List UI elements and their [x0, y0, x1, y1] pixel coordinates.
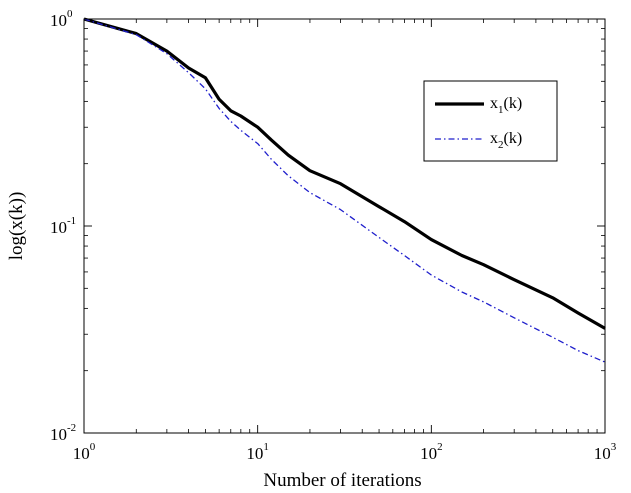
legend-label-subscript: 1 [498, 104, 504, 116]
y-tick-label-exponent: -1 [67, 215, 76, 227]
legend-label-2: x2(k) [490, 130, 522, 151]
y-tick-label-exponent: 0 [67, 8, 73, 20]
x-tick-label-base: 10 [594, 444, 611, 463]
y-tick-label-base: 10 [50, 425, 67, 444]
y-tick-label: 10-2 [50, 422, 76, 444]
x-tick-label: 102 [420, 441, 443, 463]
legend-label-main: x [490, 95, 498, 112]
y-tick-label-base: 10 [50, 11, 67, 30]
x-axis-title: Number of iterations [263, 470, 421, 491]
x-tick-label: 103 [594, 441, 617, 463]
x-tick-label-exponent: 2 [437, 441, 443, 453]
y-axis-title: log(x(k)) [6, 192, 27, 261]
series-line-1 [83, 17, 606, 330]
legend-label-1: x1(k) [490, 95, 522, 116]
legend: x1(k)x2(k) [423, 80, 558, 162]
x-tick-label-exponent: 3 [611, 441, 617, 453]
legend-label-main: x [490, 130, 498, 147]
x-tick-label-base: 10 [246, 444, 263, 463]
x-tick-label-base: 10 [73, 444, 90, 463]
x-tick-label-exponent: 0 [90, 441, 96, 453]
legend-label-subscript: 2 [498, 139, 504, 151]
series-line-2 [83, 18, 606, 363]
x-tick-label: 100 [73, 441, 96, 463]
legend-label-tail: (k) [504, 95, 523, 112]
x-tick-label-base: 10 [420, 444, 437, 463]
legend-label-tail: (k) [504, 130, 523, 147]
y-tick-label: 100 [50, 8, 73, 30]
y-tick-label-base: 10 [50, 218, 67, 237]
plot-area [83, 17, 606, 363]
legend-box [423, 80, 558, 162]
y-tick-label-exponent: -2 [67, 422, 76, 434]
y-tick-label: 10-1 [50, 215, 76, 237]
x-tick-label-exponent: 1 [263, 441, 269, 453]
x-tick-label: 101 [246, 441, 269, 463]
